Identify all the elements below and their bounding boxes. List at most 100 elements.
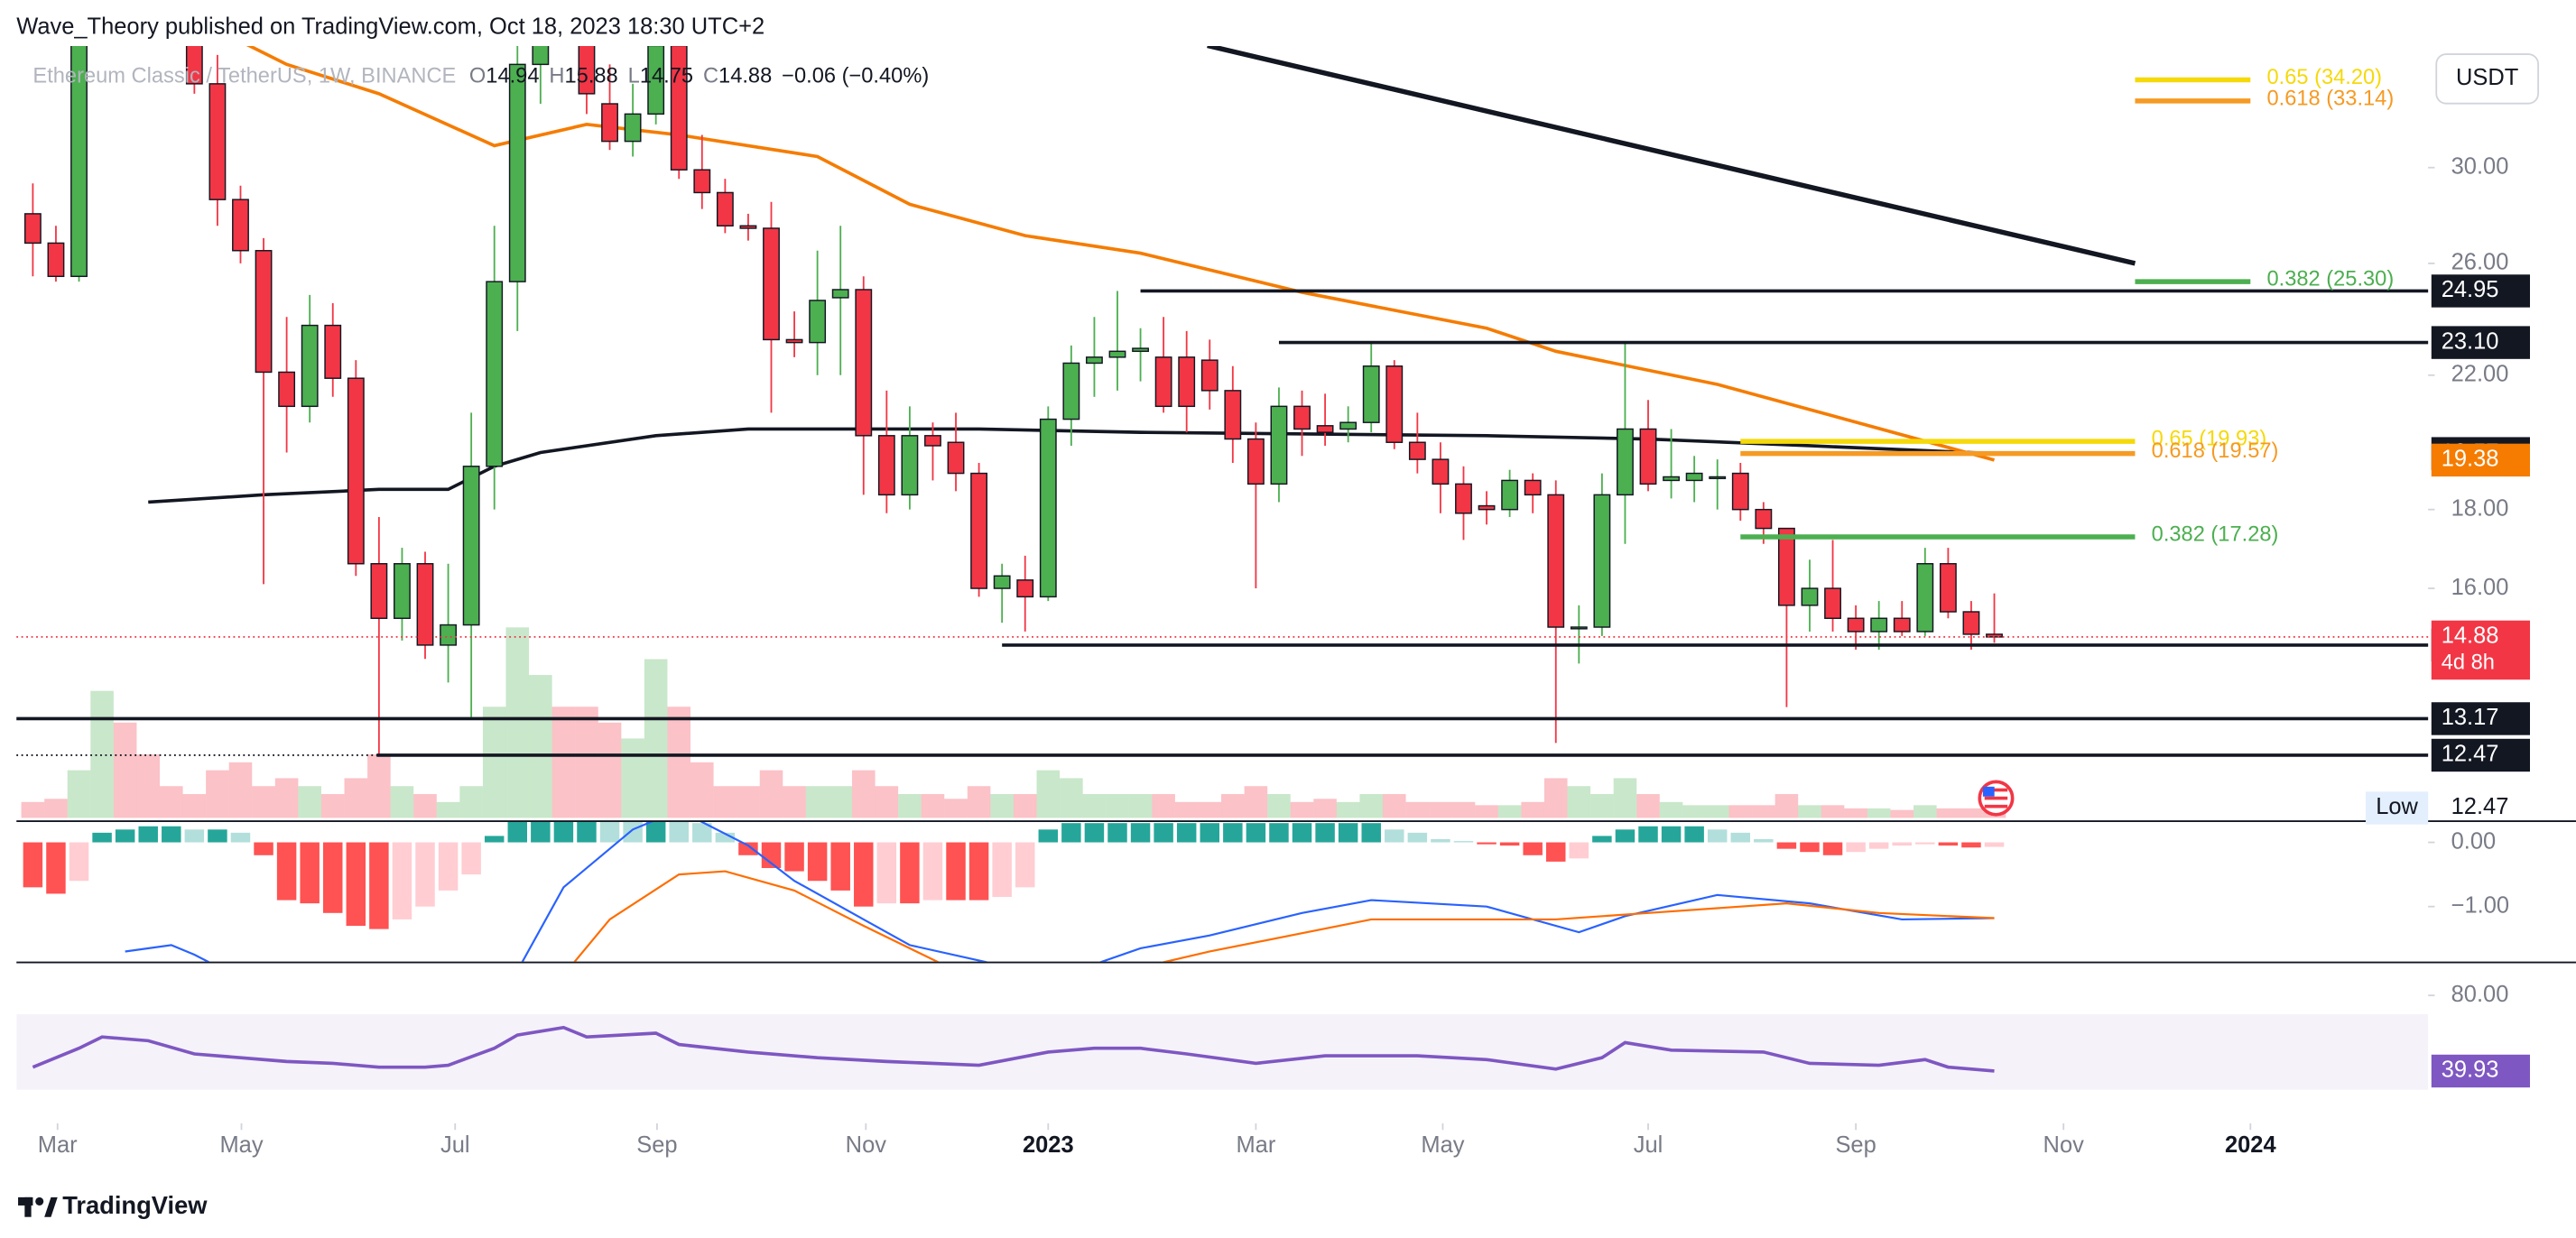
legend-key: H [549,65,564,88]
macd-histogram-bar [1776,842,1797,849]
candle-body [1270,405,1288,485]
candle-body [1617,428,1634,496]
candle-body [647,45,665,115]
volume-bar [1890,809,1914,818]
macd-histogram-bar [484,836,505,843]
volume-bar [1152,794,1175,818]
macd-histogram-bar [461,842,481,875]
macd-histogram-bar [507,821,528,843]
candle-body [1663,476,1681,482]
candle-body [1132,347,1149,353]
candle-body [486,281,504,467]
volume-bar [1451,801,1476,818]
macd-histogram-bar [1107,823,1127,843]
macd-histogram-bar [553,821,574,843]
rsi-line [32,1025,1995,1073]
candle-body [1339,421,1357,430]
candle-body [23,213,42,245]
candle-body [1200,359,1219,392]
legend-value: 14.75 [640,65,693,88]
volume-bar [1636,794,1660,818]
volume-bar [713,786,737,818]
volume-bar [390,786,414,818]
candle-body [1293,405,1311,430]
x-tick-label: Sep [1835,1132,1876,1158]
volume-bar [274,778,299,818]
macd-histogram-bar [1661,826,1682,843]
macd-histogram-bar [184,829,205,843]
logo-part [44,1196,58,1217]
volume-bar [1106,794,1129,818]
candle-body [394,563,411,619]
macd-histogram-bar [1892,842,1912,846]
macd-histogram-bar [1546,842,1566,862]
volume-bar [1244,786,1268,818]
legend-key: C [703,65,718,88]
x-tick-label: Sep [636,1132,677,1158]
volume-bar [737,786,760,818]
trendline [1207,45,2136,266]
volume-bar [1174,801,1199,818]
macd-histogram-bar [1961,842,1981,848]
volume-bar [206,770,229,818]
macd-histogram-bar [1061,823,1081,843]
macd-histogram-bar [761,842,782,868]
currency-button[interactable]: USDT [2435,53,2540,105]
fib-label: 0.382 (17.28) [2152,522,2279,546]
macd-histogram-bar [1592,836,1612,843]
macd-histogram-bar [968,842,989,901]
volume-bar [529,675,552,818]
macd-histogram-bar [1200,823,1219,843]
volume-bar [159,786,183,818]
volume-bar [1613,778,1637,818]
candle-body [370,563,388,619]
volume-bar [367,754,391,818]
macd-histogram-bar [346,842,366,927]
macd-histogram-bar [1407,832,1428,843]
candle-body [1224,390,1242,440]
macd-histogram-bar [1385,829,1404,843]
candle-body [578,45,596,95]
macd-histogram-bar [692,823,712,843]
macd-tick-label: −1.00 [2451,892,2509,918]
volume-bar [851,770,876,818]
volume-bar [1774,794,1799,818]
candle-body [1316,425,1334,433]
price-box-label: 23.10 [2442,328,2499,354]
candle-body [1639,428,1657,485]
macd-histogram-bar [531,821,551,843]
volume-bar [298,786,321,818]
volume-bar [1290,801,1314,818]
candle-body [416,563,434,646]
currency-label[interactable]: USDT [2456,65,2518,90]
candle-body [1847,617,1865,633]
legend-key: O [469,65,486,88]
volume-bar [113,722,137,818]
volume-bar [1359,794,1384,818]
x-tick-label: Nov [846,1132,887,1158]
y-tick-label: 30.00 [2451,153,2509,179]
macd-histogram-bar [577,821,597,843]
x-tick-label: Mar [1236,1132,1275,1158]
volume-bar [690,762,714,818]
macd-histogram-bar [1523,842,1543,855]
currency-button-frame[interactable] [2435,53,2540,105]
candle-body [1432,458,1450,485]
legend-change: −0.06 (−0.40%) [782,65,929,88]
macd-histogram-bar [946,842,966,901]
volume-bar [1798,805,1821,818]
macd-histogram-bar [1176,823,1197,843]
candle-body [1086,356,1103,365]
candle-body [1108,350,1126,358]
volume-bar [1844,808,1867,818]
macd-histogram-bar [1477,842,1496,845]
candle-body [716,191,734,227]
volume-bar [1567,786,1591,818]
candle-body [670,45,688,171]
x-tick-label: Jul [440,1132,470,1158]
macd-histogram-bar [1269,823,1289,843]
macd-histogram-bar [1338,823,1358,843]
candle-body [855,289,873,437]
candle-body [1893,617,1911,633]
